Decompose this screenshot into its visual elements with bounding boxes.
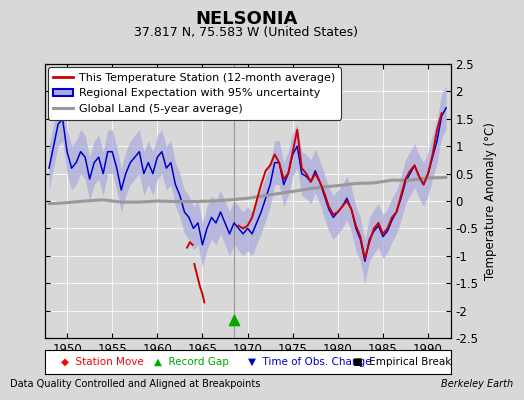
Text: ▼  Time of Obs. Change: ▼ Time of Obs. Change (247, 357, 371, 367)
Y-axis label: Temperature Anomaly (°C): Temperature Anomaly (°C) (484, 122, 497, 280)
Text: ■  Empirical Break: ■ Empirical Break (353, 357, 452, 367)
Text: ◆  Station Move: ◆ Station Move (61, 357, 144, 367)
Text: Berkeley Earth: Berkeley Earth (441, 379, 514, 389)
Text: 37.817 N, 75.583 W (United States): 37.817 N, 75.583 W (United States) (134, 26, 358, 39)
Point (230, 317, 238, 324)
Legend: This Temperature Station (12-month average), Regional Expectation with 95% uncer: This Temperature Station (12-month avera… (48, 67, 341, 120)
Text: NELSONIA: NELSONIA (195, 10, 298, 28)
Text: ▲  Record Gap: ▲ Record Gap (154, 357, 229, 367)
Text: Data Quality Controlled and Aligned at Breakpoints: Data Quality Controlled and Aligned at B… (10, 379, 261, 389)
